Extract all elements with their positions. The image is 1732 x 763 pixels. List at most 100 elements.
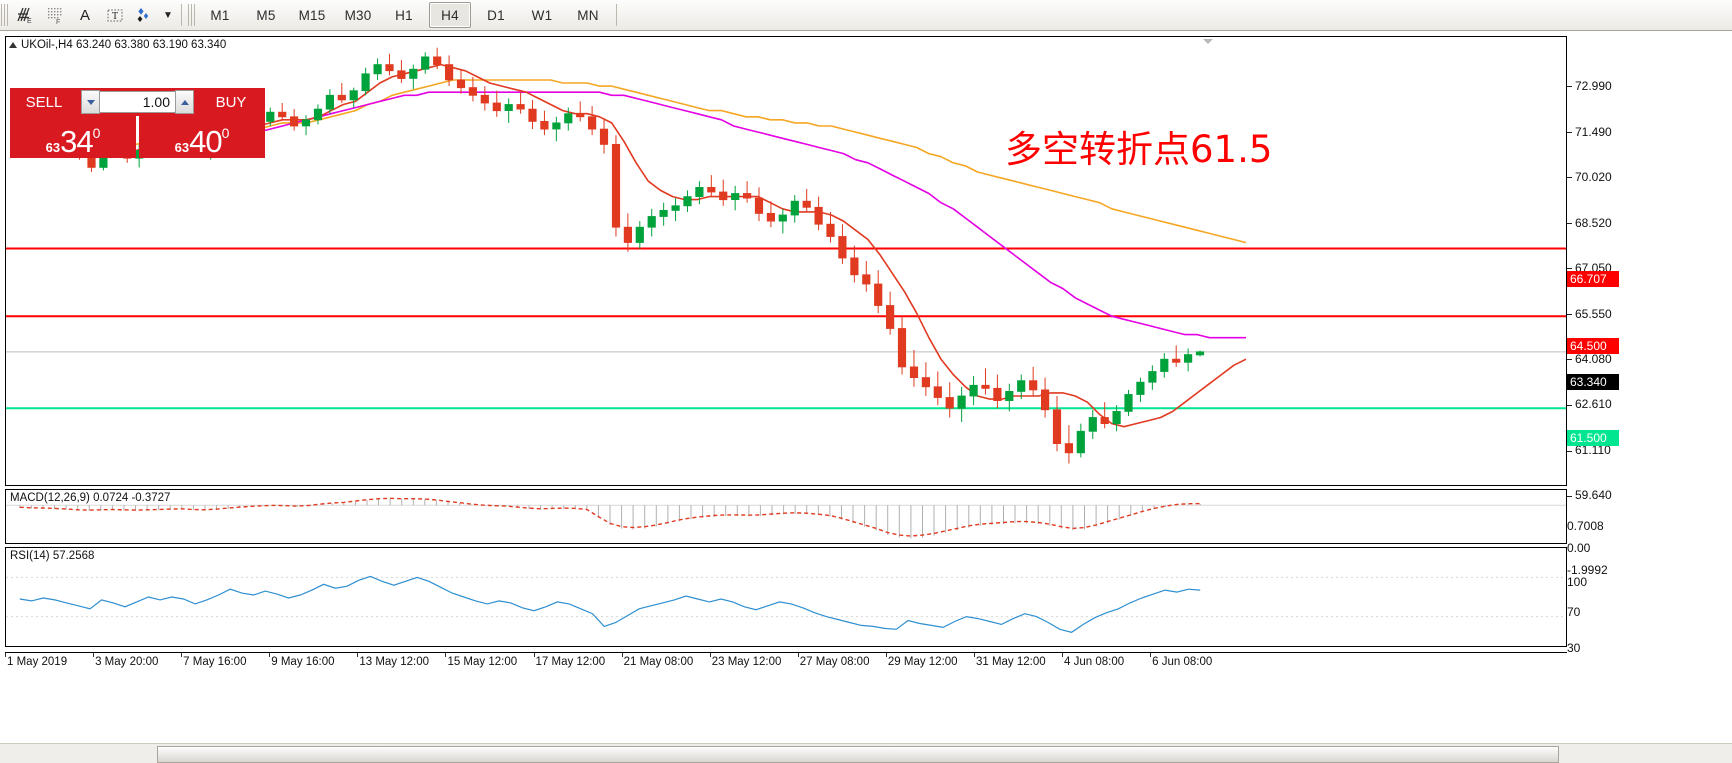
time-tick: 6 Jun 08:00 <box>1152 656 1213 668</box>
price-tick: 68.520 <box>1567 216 1612 230</box>
chart-annotation-text: 多空转折点61.5 <box>1005 128 1273 171</box>
time-tick-mark <box>973 653 975 657</box>
macd-label: MACD(12,26,9) 0.0724 -0.3727 <box>10 492 171 504</box>
time-tick-mark <box>357 653 359 657</box>
symbol-label-text: UKOil-,H4 63.240 63.380 63.190 63.340 <box>21 39 227 51</box>
timeframe-m30[interactable]: M30 <box>344 7 372 23</box>
time-tick: 4 Jun 08:00 <box>1064 656 1125 668</box>
time-tick-mark <box>1062 653 1064 657</box>
price-tick: 64.080 <box>1567 352 1612 366</box>
time-tick: 27 May 08:00 <box>799 656 870 668</box>
collapse-triangle-icon[interactable] <box>9 42 17 48</box>
trade-panel-price-row: 63 34 0 63 40 0 <box>10 116 265 158</box>
sell-price-display[interactable]: 63 34 0 <box>10 116 136 158</box>
rsi-chart-canvas <box>6 575 1566 633</box>
macd-pane[interactable]: MACD(12,26,9) 0.0724 -0.3727 <box>5 489 1567 544</box>
sell-price-integer: 63 <box>45 140 61 155</box>
time-tick: 3 May 20:00 <box>95 656 159 668</box>
timeframe-w1[interactable]: W1 <box>531 7 553 23</box>
symbol-label: UKOil-,H4 63.240 63.380 63.190 63.340 <box>9 39 226 51</box>
timeframe-h4[interactable]: H4 <box>429 2 471 28</box>
macd-tick: 0.00 <box>1567 541 1591 555</box>
rsi-label: RSI(14) 57.2568 <box>10 550 95 562</box>
buy-price-fraction: 0 <box>221 125 230 141</box>
time-tick-mark <box>1150 653 1152 657</box>
timeframe-d1[interactable]: D1 <box>487 7 505 23</box>
time-tick-mark <box>93 653 95 657</box>
sell-button[interactable]: SELL <box>10 88 78 116</box>
volume-stepper[interactable]: 1.00 <box>78 88 197 116</box>
grid-icon[interactable]: F <box>40 2 70 28</box>
price-tick: 70.020 <box>1567 170 1612 184</box>
time-tick: 15 May 12:00 <box>447 656 518 668</box>
time-tick-mark <box>709 653 711 657</box>
price-axis[interactable]: 72.990 71.490 70.020 68.520 67.050 65.550 64.0… <box>1567 67 1732 517</box>
text-icon[interactable]: A <box>79 6 90 24</box>
volume-input[interactable]: 1.00 <box>100 91 175 113</box>
buy-price-integer: 63 <box>174 140 190 155</box>
time-tick: 21 May 08:00 <box>623 656 694 668</box>
time-tick: 29 May 12:00 <box>887 656 958 668</box>
time-tick-mark <box>269 653 271 657</box>
price-badge-support-1[interactable]: 61.500 <box>1567 430 1619 447</box>
time-tick: 31 May 12:00 <box>975 656 1046 668</box>
time-tick: 7 May 16:00 <box>183 656 247 668</box>
time-axis[interactable]: 1 May 2019 3 May 20:00 7 May 16:00 9 May 16… <box>5 652 1567 675</box>
sell-price-fraction: 0 <box>92 125 101 141</box>
timeframe-m1[interactable]: M1 <box>210 7 230 23</box>
time-tick-mark <box>181 653 183 657</box>
rsi-pane[interactable]: RSI(14) 57.2568 <box>5 547 1567 647</box>
rsi-tick: 70 <box>1567 605 1581 619</box>
timeframe-grip[interactable] <box>188 4 195 26</box>
price-tick: 65.550 <box>1567 307 1612 321</box>
price-tick: 59.640 <box>1567 488 1612 502</box>
timeframe-mn[interactable]: MN <box>577 7 599 23</box>
trade-panel-top-row: SELL 1.00 BUY <box>10 88 265 116</box>
time-tick-mark <box>797 653 799 657</box>
timeframe-m5[interactable]: M5 <box>256 7 276 23</box>
buy-button[interactable]: BUY <box>197 88 265 116</box>
objects-icon[interactable] <box>130 2 160 28</box>
time-tick: 9 May 16:00 <box>271 656 335 668</box>
rsi-tick: 30 <box>1567 641 1581 655</box>
macd-tick: -1.9992 <box>1567 563 1608 577</box>
horizontal-scrollbar-thumb[interactable] <box>157 746 1559 763</box>
price-tick: 71.490 <box>1567 125 1612 139</box>
timeframe-h1[interactable]: H1 <box>395 7 413 23</box>
timeframe-m15[interactable]: M15 <box>298 7 326 23</box>
price-tick: 62.610 <box>1567 397 1612 411</box>
time-tick-mark <box>621 653 623 657</box>
price-badge-resistance-1[interactable]: 66.707 <box>1567 270 1619 287</box>
one-click-trading-panel[interactable]: SELL 1.00 BUY 63 34 0 63 40 0 <box>10 88 265 158</box>
svg-text:T: T <box>112 11 118 22</box>
indicators-icon[interactable]: E <box>10 2 40 28</box>
macd-tick: 0.7008 <box>1567 519 1604 533</box>
toolbar-grip[interactable] <box>1 4 8 26</box>
horizontal-scrollbar[interactable] <box>0 743 1732 763</box>
macd-axis: 0.7008 0.00 -1.9992 <box>1567 519 1732 577</box>
time-tick-mark <box>445 653 447 657</box>
pane-menu-arrow-icon[interactable] <box>1203 39 1213 44</box>
chevron-down-icon[interactable]: ▼ <box>163 9 173 21</box>
time-tick: 1 May 2019 <box>7 656 68 668</box>
buy-price-display[interactable]: 63 40 0 <box>139 116 265 158</box>
rsi-tick: 100 <box>1567 575 1588 589</box>
time-tick-mark <box>885 653 887 657</box>
volume-increase-button[interactable] <box>175 90 194 114</box>
price-badge-resistance-2[interactable]: 64.500 <box>1567 338 1619 355</box>
sell-price-main: 34 <box>60 124 93 159</box>
chart-area[interactable]: UKOil-,H4 63.240 63.380 63.190 63.340 MA… <box>0 31 1732 732</box>
time-tick: 17 May 12:00 <box>535 656 606 668</box>
price-badge-last-price[interactable]: 63.340 <box>1567 373 1619 390</box>
svg-text:F: F <box>56 19 60 25</box>
price-pane[interactable] <box>5 36 1567 486</box>
toolbar-divider <box>181 4 182 26</box>
rsi-axis: 100 70 30 <box>1567 575 1732 678</box>
volume-decrease-button[interactable] <box>81 90 100 114</box>
time-tick-mark <box>5 653 6 657</box>
time-tick: 13 May 12:00 <box>359 656 430 668</box>
text-label-icon[interactable]: T <box>100 2 130 28</box>
macd-chart-canvas <box>6 497 1566 539</box>
time-tick: 23 May 12:00 <box>711 656 782 668</box>
toolbar-divider-2 <box>616 4 617 26</box>
